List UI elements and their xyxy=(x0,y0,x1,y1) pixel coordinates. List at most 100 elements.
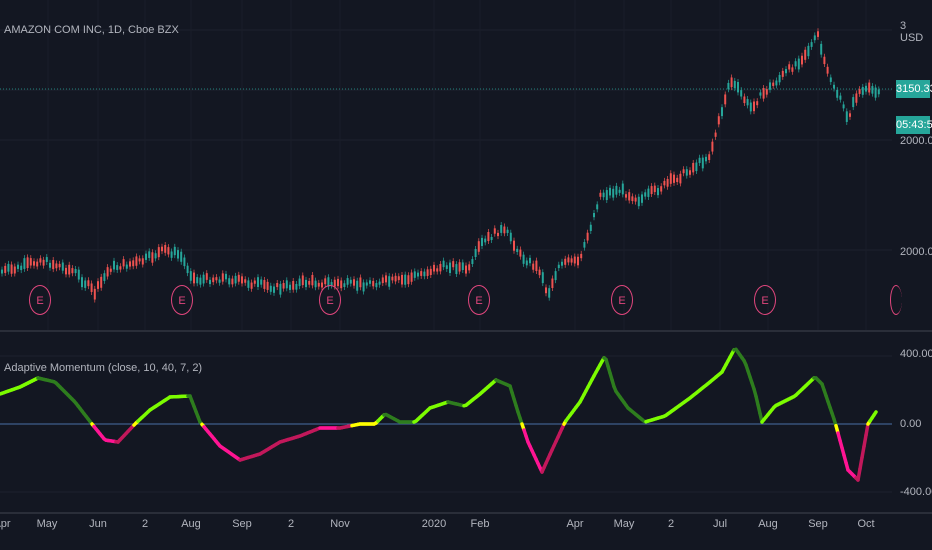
candle-body xyxy=(199,277,202,285)
candle-body xyxy=(337,278,339,287)
candle-body xyxy=(359,277,362,288)
candle-body xyxy=(612,188,615,198)
candle-body xyxy=(167,247,170,255)
candle-body xyxy=(874,87,877,98)
candle-body xyxy=(49,262,51,268)
candle-body xyxy=(676,177,679,183)
candle-body xyxy=(737,81,739,93)
candle-body xyxy=(548,288,551,298)
candle-body xyxy=(701,157,704,169)
candle-body xyxy=(189,271,192,281)
candle-body xyxy=(97,281,99,289)
earnings-marker[interactable]: E xyxy=(29,285,51,315)
candle-body xyxy=(589,224,592,231)
candle-body xyxy=(157,247,160,258)
candle-body xyxy=(132,260,135,267)
candle-body xyxy=(327,277,330,287)
earnings-marker[interactable]: E xyxy=(171,285,193,315)
axis-separator xyxy=(0,512,932,514)
candle-body xyxy=(93,288,96,300)
candle-body xyxy=(391,276,394,281)
candle-body xyxy=(724,94,727,105)
price-axis-top-label: 3 xyxy=(900,20,907,32)
candle-body xyxy=(775,80,778,86)
candle-body xyxy=(145,253,147,260)
candle-body xyxy=(519,249,522,257)
candle-body xyxy=(257,277,259,288)
candle-body xyxy=(29,258,32,266)
candle-body xyxy=(762,88,765,99)
candle-body xyxy=(628,192,631,201)
momentum-chart[interactable] xyxy=(0,332,932,512)
candle-body xyxy=(151,252,154,263)
candle-body xyxy=(321,282,323,288)
candle-body xyxy=(650,186,653,195)
candle-body xyxy=(33,261,35,266)
candle-body xyxy=(13,266,16,274)
pane-separator[interactable] xyxy=(0,330,932,332)
earnings-marker[interactable]: E xyxy=(468,285,490,315)
candle-body xyxy=(180,251,183,262)
earnings-marker-partial[interactable] xyxy=(890,285,902,315)
time-axis-tick: 2 xyxy=(287,518,295,530)
candle-body xyxy=(673,174,675,183)
candle-body xyxy=(58,263,61,268)
candle-body xyxy=(90,283,93,292)
candle-body xyxy=(135,256,138,266)
candle-body xyxy=(781,70,784,77)
candle-body xyxy=(833,84,835,89)
candle-body xyxy=(311,274,314,286)
candle-body xyxy=(317,282,320,287)
candle-body xyxy=(609,187,611,196)
candle-body xyxy=(644,192,647,197)
earnings-marker[interactable]: E xyxy=(611,285,633,315)
indicator-pane[interactable] xyxy=(0,332,932,512)
candle-body xyxy=(413,271,416,278)
candle-body xyxy=(602,192,605,198)
indicator-title[interactable]: Adaptive Momentum (close, 10, 40, 7, 2) xyxy=(4,362,203,374)
candle-body xyxy=(599,192,602,197)
candle-body xyxy=(369,280,371,284)
candle-body xyxy=(196,277,199,284)
time-axis-tick: Sep xyxy=(232,518,252,530)
price-chart[interactable] xyxy=(0,0,932,330)
candle-body xyxy=(215,277,218,281)
symbol-title[interactable]: AMAZON COM INC, 1D, Cboe BZX xyxy=(4,24,179,36)
candle-body xyxy=(772,82,775,86)
candle-body xyxy=(746,99,749,106)
currency-code: USD xyxy=(900,32,924,44)
candle-body xyxy=(205,273,208,280)
candle-body xyxy=(657,188,659,196)
candle-body xyxy=(503,226,506,234)
candle-body xyxy=(689,170,691,175)
time-axis-tick: Aug xyxy=(758,518,778,530)
candle-body xyxy=(765,89,768,95)
candle-body xyxy=(241,276,243,284)
candle-body xyxy=(823,56,826,65)
earnings-marker[interactable]: E xyxy=(754,285,776,315)
candle-body xyxy=(234,275,237,284)
candle-body xyxy=(625,194,627,198)
candle-body xyxy=(100,276,103,288)
candle-body xyxy=(730,77,733,88)
candle-body xyxy=(605,190,608,201)
candle-body xyxy=(506,229,509,233)
candle-body xyxy=(839,95,842,100)
candle-body xyxy=(525,260,528,266)
candle-body xyxy=(861,86,864,95)
candle-body xyxy=(42,259,45,266)
momentum-segment xyxy=(858,455,864,471)
candle-body xyxy=(509,232,512,242)
candle-body xyxy=(791,67,794,72)
candle-body xyxy=(516,248,519,252)
price-pane[interactable]: AMAZON COM INC, 1D, Cboe BZX 3 USD 3150.… xyxy=(0,0,932,330)
candle-body xyxy=(679,173,682,184)
candle-body xyxy=(471,259,474,264)
candle-body xyxy=(84,280,87,288)
candle-body xyxy=(276,283,279,288)
time-axis-tick: Nov xyxy=(330,518,350,530)
candle-body xyxy=(618,189,621,193)
time-axis-tick: May xyxy=(36,518,58,530)
earnings-marker[interactable]: E xyxy=(319,285,341,315)
candle-body xyxy=(138,258,141,262)
